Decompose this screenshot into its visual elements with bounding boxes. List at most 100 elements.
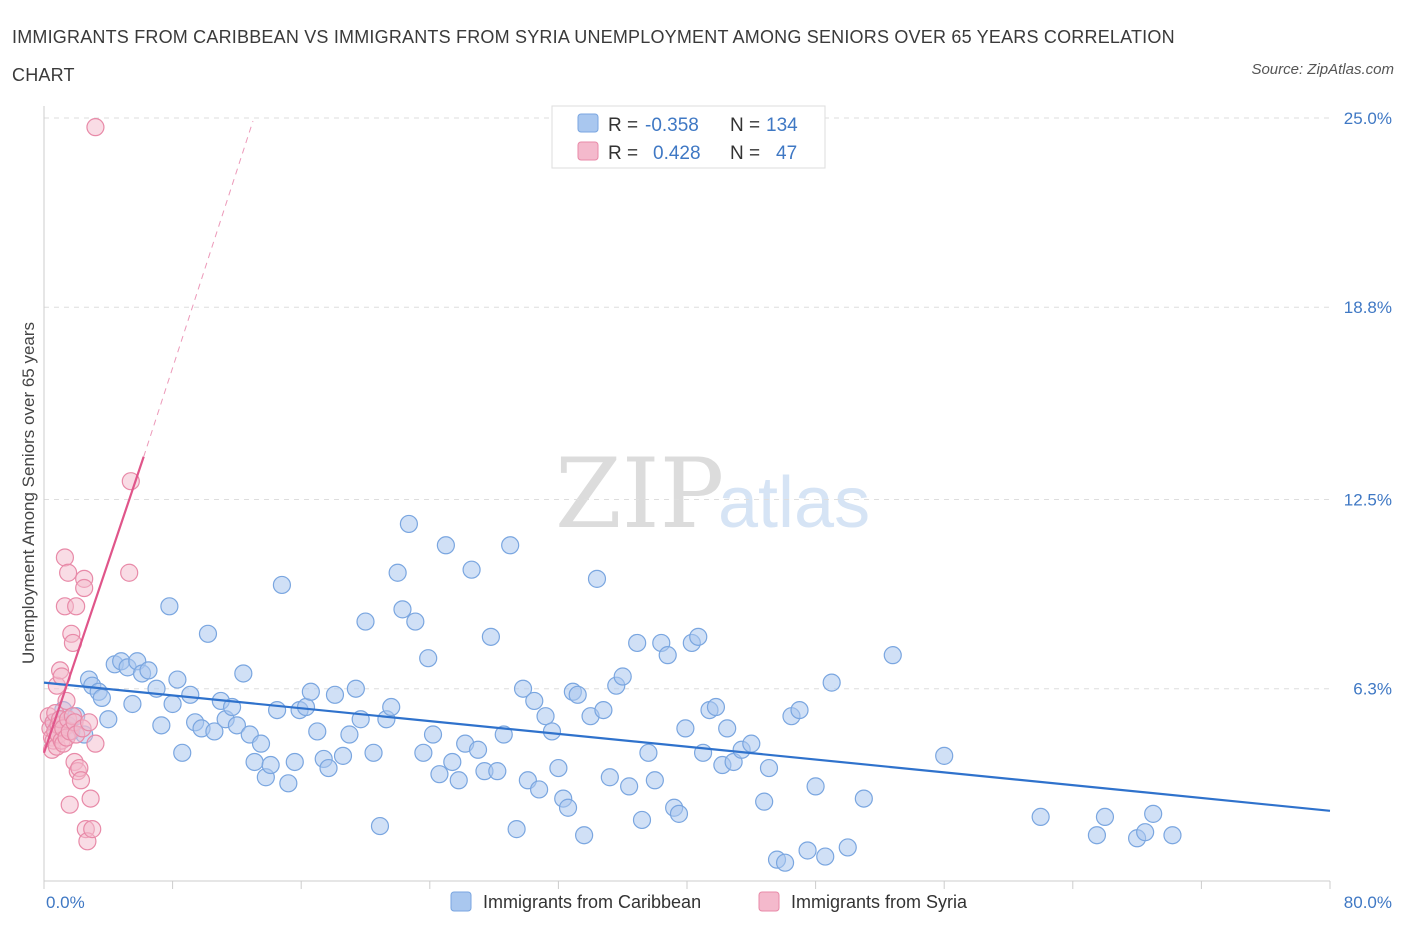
bottom-legend-syria-label: Immigrants from Syria — [791, 892, 968, 912]
caribbean-point — [620, 777, 639, 796]
syria-point — [81, 789, 100, 808]
caribbean-point — [356, 612, 375, 631]
caribbean-point — [346, 679, 365, 698]
legend-r-value-syria: 0.428 — [653, 143, 701, 164]
syria-point — [79, 713, 99, 732]
bottom-legend-syria-swatch — [758, 891, 780, 912]
caribbean-point — [507, 820, 526, 839]
grid-lines — [44, 117, 1330, 690]
caribbean-point — [139, 661, 158, 680]
caribbean-point — [261, 755, 280, 775]
caribbean-point — [325, 685, 345, 704]
syria-trend-extension — [143, 120, 254, 457]
caribbean-point — [568, 685, 587, 704]
caribbean-point — [414, 743, 433, 762]
caribbean-point — [333, 746, 353, 765]
caribbean-point — [340, 725, 359, 744]
caribbean-trend-line — [43, 681, 1331, 812]
caribbean-point — [645, 771, 664, 790]
caribbean-point — [689, 627, 708, 646]
caribbean-point — [706, 697, 726, 717]
caribbean-point — [443, 752, 462, 772]
x-tick-label-max: 80.0% — [1344, 893, 1392, 912]
caribbean-point — [168, 670, 187, 689]
caribbean-point — [279, 774, 298, 793]
watermark-atlas: atlas — [718, 463, 870, 543]
caribbean-point — [308, 722, 327, 741]
caribbean-point — [123, 694, 142, 714]
caribbean-point — [1136, 823, 1155, 842]
caribbean-legend-swatch — [577, 113, 599, 133]
y-tick-label: 12.5% — [1344, 491, 1392, 510]
caribbean-point — [669, 804, 689, 823]
caribbean-point — [838, 838, 857, 857]
caribbean-point — [406, 612, 425, 631]
caribbean-point — [285, 752, 304, 772]
caribbean-point — [549, 758, 568, 778]
caribbean-points — [44, 514, 1182, 872]
caribbean-point — [370, 816, 390, 836]
caribbean-point — [854, 789, 873, 808]
legend-r-value-caribbean: -0.358 — [645, 115, 699, 136]
y-tick-label: 25.0% — [1344, 109, 1392, 128]
caribbean-point — [742, 734, 761, 753]
caribbean-point — [816, 847, 835, 866]
caribbean-point — [92, 688, 111, 707]
syria-point — [86, 734, 105, 753]
legend-n-label-syria: N = — [730, 143, 760, 164]
caribbean-point — [755, 792, 774, 811]
bottom-legend: Immigrants from Caribbean Immigrants fro… — [450, 891, 968, 912]
caribbean-point — [718, 719, 737, 738]
caribbean-point — [513, 679, 533, 698]
syria-point — [120, 563, 139, 582]
source-label: Source: ZipAtlas.com — [1251, 61, 1394, 78]
syria-point — [67, 597, 86, 616]
caribbean-point — [542, 722, 562, 741]
x-tick-labels: 0.0% 80.0% — [46, 893, 1392, 912]
caribbean-point — [558, 798, 578, 817]
chart-title: IMMIGRANTS FROM CARIBBEAN VS IMMIGRANTS … — [12, 27, 1175, 85]
trend-lines — [42, 120, 1331, 812]
caribbean-point — [798, 841, 817, 860]
syria-points — [39, 118, 140, 851]
legend-r-label-syria: R = — [608, 143, 638, 164]
caribbean-point — [388, 563, 407, 582]
caribbean-point — [1031, 807, 1050, 827]
caribbean-point — [99, 710, 118, 729]
caribbean-point — [488, 762, 507, 781]
caribbean-point — [1095, 807, 1115, 827]
caribbean-point — [364, 743, 383, 762]
syria-point — [83, 820, 102, 839]
caribbean-point — [594, 700, 613, 720]
caribbean-point — [806, 777, 825, 796]
caribbean-point — [205, 722, 224, 741]
caribbean-point — [430, 765, 449, 784]
caribbean-point — [1163, 826, 1182, 845]
caribbean-point — [1087, 826, 1107, 845]
caribbean-point — [587, 569, 607, 588]
caribbean-point — [600, 768, 619, 787]
caribbean-point — [525, 691, 544, 711]
watermark: ZIP atlas — [555, 438, 870, 550]
caribbean-point — [245, 752, 264, 772]
caribbean-point — [676, 719, 695, 738]
caribbean-point — [628, 633, 647, 653]
caribbean-point — [423, 725, 443, 744]
caribbean-point — [399, 514, 419, 534]
syria-point — [60, 795, 79, 814]
caribbean-point — [790, 700, 809, 720]
x-tick-label-min: 0.0% — [46, 893, 85, 912]
caribbean-point — [613, 667, 632, 686]
caribbean-point — [227, 716, 246, 735]
caribbean-point — [449, 771, 468, 790]
watermark-zip: ZIP — [555, 438, 724, 550]
caribbean-point — [530, 780, 549, 799]
y-axis-title: Unemployment Among Seniors over 65 years — [19, 322, 38, 664]
caribbean-point — [419, 649, 438, 668]
caribbean-point — [632, 810, 652, 830]
legend-n-label-caribbean: N = — [730, 115, 760, 136]
caribbean-point — [935, 746, 954, 765]
caribbean-point — [393, 600, 412, 619]
caribbean-point — [163, 694, 182, 714]
